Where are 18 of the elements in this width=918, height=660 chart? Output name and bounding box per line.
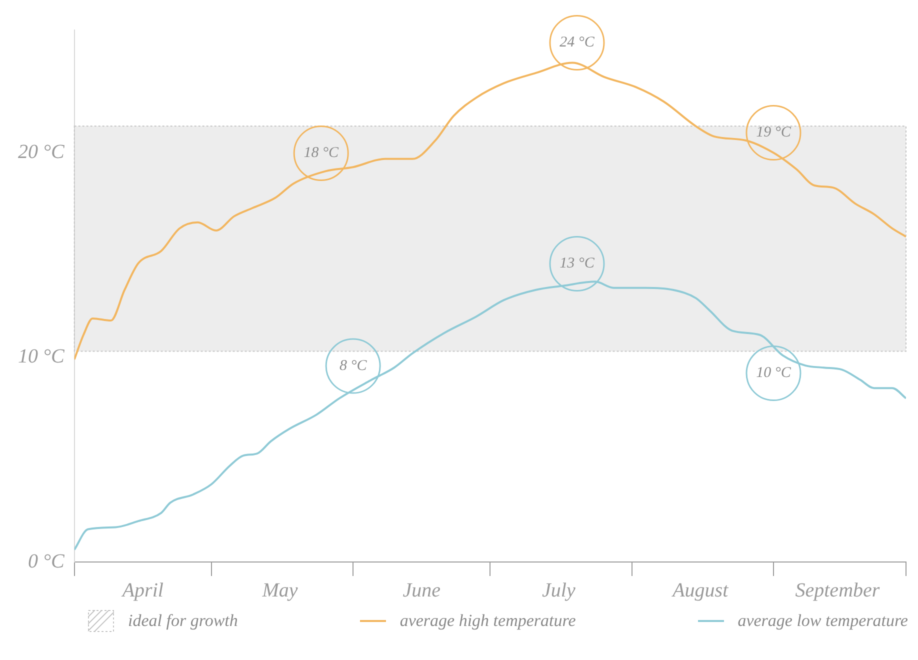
annotation: 10 °C xyxy=(756,365,792,382)
x-tick-label: May xyxy=(261,579,298,602)
legend-label: average high temperature xyxy=(400,611,576,631)
y-tick-label: 10 °C xyxy=(18,346,65,368)
y-tick-label: 20 °C xyxy=(18,141,65,164)
y-tick-label: 0 °C xyxy=(28,550,65,572)
annotation: 19 °C xyxy=(756,124,792,141)
annotation: 13 °C xyxy=(560,256,596,272)
annotation: 18 °C xyxy=(304,145,340,162)
x-tick-label: September xyxy=(795,579,880,602)
x-tick-label: July xyxy=(542,579,576,602)
x-tick-label: August xyxy=(670,579,729,602)
x-tick-label: June xyxy=(402,579,441,602)
annotation: 24 °C xyxy=(560,34,596,51)
annotation: 8 °C xyxy=(339,358,368,374)
legend-label: average low temperature xyxy=(738,611,908,631)
x-tick-label: April xyxy=(120,579,164,602)
legend-label: ideal for growth xyxy=(128,611,238,631)
